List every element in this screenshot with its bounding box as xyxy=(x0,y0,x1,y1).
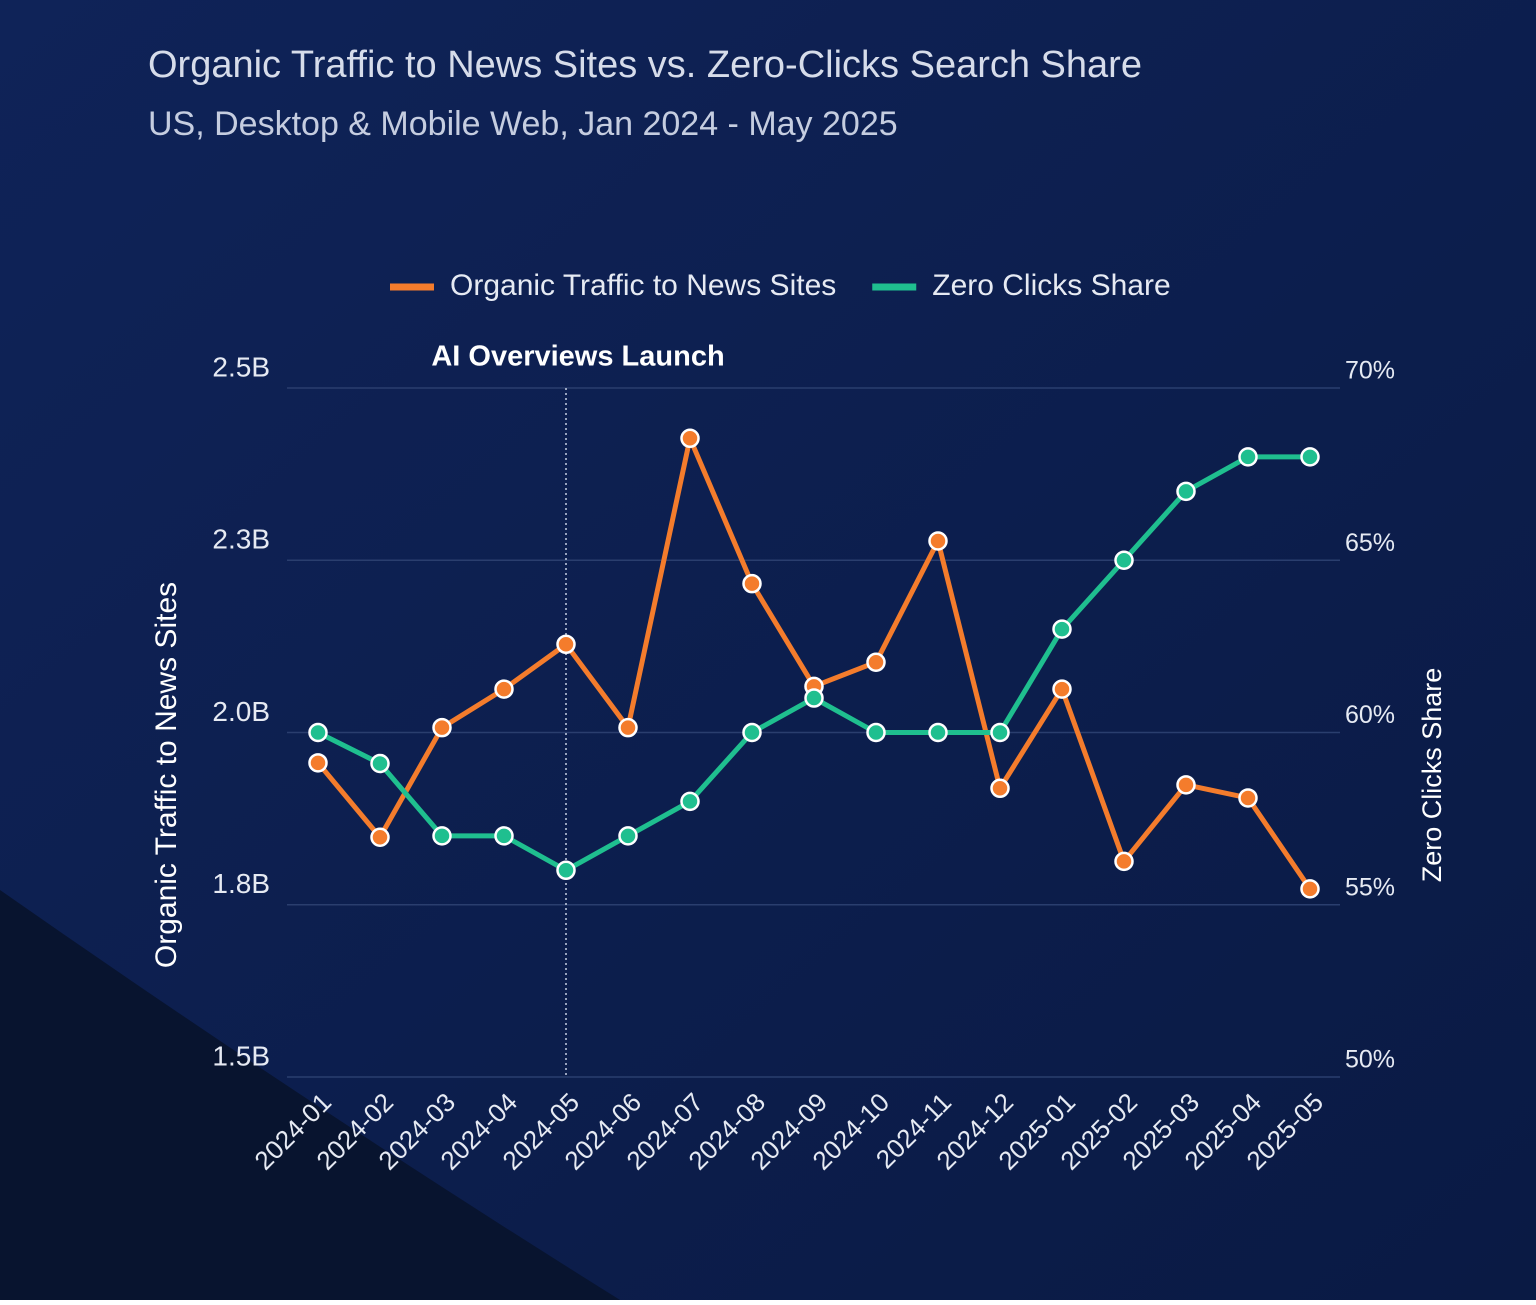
y-tick-label: 2.5B xyxy=(212,351,270,382)
data-point xyxy=(680,428,700,449)
y2-tick-label: 55% xyxy=(1345,873,1395,901)
data-point xyxy=(618,717,638,738)
chart-subtitle: US, Desktop & Mobile Web, Jan 2024 - May… xyxy=(148,105,898,143)
y2-axis-title: Zero Clicks Share xyxy=(1417,668,1447,883)
data-point xyxy=(618,826,638,846)
data-point xyxy=(866,722,886,743)
data-point xyxy=(432,826,452,846)
data-point xyxy=(990,778,1010,799)
y-tick-label: 1.8B xyxy=(212,868,270,899)
y-tick-label: 2.0B xyxy=(212,696,270,727)
data-point xyxy=(804,688,824,708)
data-point xyxy=(494,679,514,699)
data-point xyxy=(866,652,886,672)
data-point xyxy=(742,722,762,743)
data-point xyxy=(1238,447,1258,467)
data-point xyxy=(308,722,328,743)
data-point xyxy=(1176,775,1196,795)
data-point xyxy=(928,722,948,743)
data-point xyxy=(370,827,390,847)
data-point xyxy=(432,717,452,738)
data-point xyxy=(928,531,948,551)
y2-tick-label: 70% xyxy=(1345,357,1395,385)
data-point xyxy=(1176,481,1196,502)
data-point xyxy=(556,634,576,655)
y2-tick-label: 60% xyxy=(1345,701,1395,729)
data-point xyxy=(1052,619,1072,639)
data-point xyxy=(308,753,328,773)
background-shape xyxy=(0,890,620,1300)
y2-tick-label: 65% xyxy=(1345,529,1395,557)
data-point xyxy=(1300,879,1320,899)
annotation-text: AI Overviews Launch xyxy=(431,341,724,373)
y-tick-label: 2.3B xyxy=(212,524,270,555)
data-point xyxy=(556,860,576,881)
data-point xyxy=(1052,679,1072,699)
data-point xyxy=(1300,447,1320,467)
y-axis-title: Organic Traffic to News Sites xyxy=(150,582,183,968)
y2-tick-label: 50% xyxy=(1345,1046,1395,1074)
chart-title: Organic Traffic to News Sites vs. Zero-C… xyxy=(148,44,1142,86)
data-point xyxy=(1114,851,1134,872)
data-point xyxy=(1114,550,1134,570)
data-point xyxy=(370,753,390,774)
legend-label: Zero Clicks Share xyxy=(932,269,1170,302)
y-tick-label: 1.5B xyxy=(212,1040,270,1071)
data-point xyxy=(1238,788,1258,808)
data-point xyxy=(990,722,1010,743)
data-point xyxy=(742,573,762,594)
legend-label: Organic Traffic to News Sites xyxy=(450,269,836,302)
data-point xyxy=(494,826,514,846)
data-point xyxy=(680,791,700,812)
